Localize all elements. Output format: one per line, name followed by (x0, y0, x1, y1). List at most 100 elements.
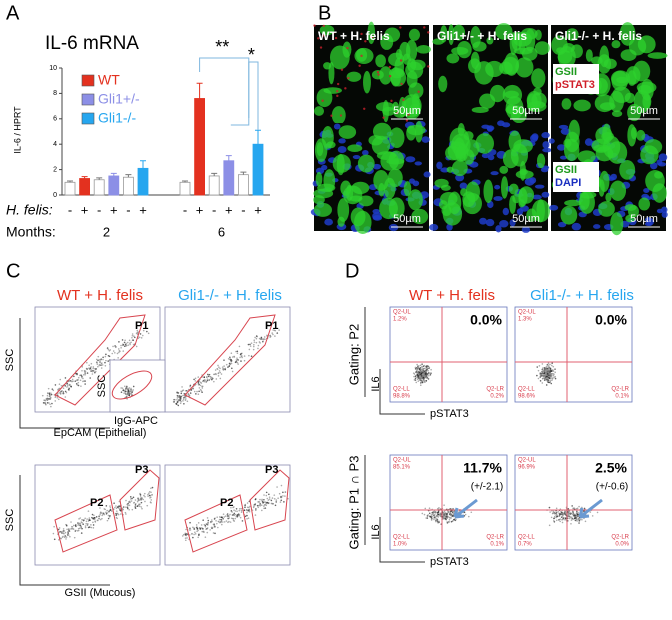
event-dot (553, 520, 555, 522)
stain-blob (393, 108, 407, 118)
event-dot (107, 517, 110, 520)
percent-sd: (+/-2.1) (471, 482, 504, 493)
event-dot (66, 386, 68, 388)
event-dot (128, 339, 131, 342)
event-dot (217, 520, 220, 523)
event-dot (572, 518, 575, 520)
quadrant-label: 0.1% (490, 542, 504, 548)
scale-bar-label: 50µm (630, 213, 658, 225)
gate-label: P3 (135, 464, 148, 476)
event-dot (265, 502, 268, 505)
nucleus (610, 173, 617, 181)
legend-label: WT (98, 72, 120, 88)
event-dot (46, 402, 49, 404)
quadrant-label: 1.3% (518, 317, 532, 323)
event-dot (238, 345, 241, 348)
event-dot (555, 507, 558, 510)
event-dot (255, 337, 258, 340)
event-dot (544, 366, 547, 369)
event-dot (230, 362, 233, 365)
event-dot (569, 516, 571, 518)
event-dot (62, 391, 65, 393)
event-dot (218, 370, 221, 372)
gate (249, 469, 290, 531)
event-dot (46, 392, 49, 394)
bar (208, 175, 220, 196)
event-dot (107, 514, 110, 517)
event-dot (178, 399, 180, 402)
nucleus (497, 120, 505, 127)
event-dot (414, 366, 417, 369)
event-dot (573, 507, 576, 509)
event-dot (133, 336, 136, 339)
event-dot (544, 368, 546, 371)
event-dot (120, 346, 122, 349)
event-dot (414, 375, 417, 378)
event-dot (144, 500, 146, 503)
event-dot (450, 517, 452, 519)
event-dot (439, 515, 442, 518)
stain-speck (358, 64, 361, 68)
event-dot (233, 509, 235, 512)
event-dot (128, 394, 131, 397)
event-dot (255, 508, 257, 510)
bar (108, 175, 120, 196)
nucleus (657, 162, 667, 167)
event-dot (426, 365, 428, 367)
event-dot (236, 350, 239, 353)
event-dot (234, 517, 237, 520)
event-dot (181, 389, 184, 392)
stain-blob (564, 199, 582, 207)
y-tick-label: 10 (49, 65, 57, 72)
event-dot (67, 388, 70, 391)
event-dot (538, 365, 541, 367)
event-dot (122, 508, 125, 511)
event-dot (125, 388, 127, 390)
event-dot (221, 523, 223, 526)
stain-blob (406, 70, 418, 88)
event-dot (104, 361, 106, 364)
stain-blob (577, 150, 596, 163)
stain-key-bg (553, 162, 599, 192)
event-dot (189, 385, 191, 388)
event-dot (80, 385, 82, 387)
event-dot (56, 396, 59, 399)
event-dot (550, 375, 553, 378)
event-dot (48, 398, 50, 400)
event-dot (76, 379, 78, 382)
event-dot (559, 518, 562, 520)
stain-speck (336, 82, 340, 86)
event-dot (263, 501, 266, 503)
event-dot (184, 534, 187, 536)
bar (223, 160, 235, 196)
event-dot (467, 515, 470, 518)
event-dot (273, 329, 276, 332)
event-dot (93, 514, 95, 517)
event-dot (212, 523, 215, 526)
event-dot (146, 504, 149, 507)
event-dot (421, 363, 423, 365)
stain-blob (647, 52, 668, 59)
event-dot (177, 404, 180, 407)
event-dot (235, 508, 238, 510)
event-dot (215, 519, 217, 522)
event-dot (131, 339, 134, 342)
event-dot (426, 367, 429, 370)
event-dot (91, 513, 94, 516)
event-dot (575, 517, 577, 519)
event-dot (254, 514, 257, 516)
event-dot (220, 521, 222, 523)
event-dot (258, 341, 261, 343)
event-dot (88, 517, 91, 519)
event-dot (180, 392, 183, 395)
event-dot (184, 389, 187, 392)
event-dot (100, 364, 102, 367)
event-dot (551, 377, 553, 379)
stain-blob (504, 90, 519, 99)
quadrant-label: Q2-LL (393, 387, 410, 393)
event-dot (144, 495, 146, 498)
event-dot (264, 507, 267, 509)
stain-blob (598, 201, 615, 217)
event-dot (121, 344, 124, 347)
event-dot (209, 529, 211, 531)
